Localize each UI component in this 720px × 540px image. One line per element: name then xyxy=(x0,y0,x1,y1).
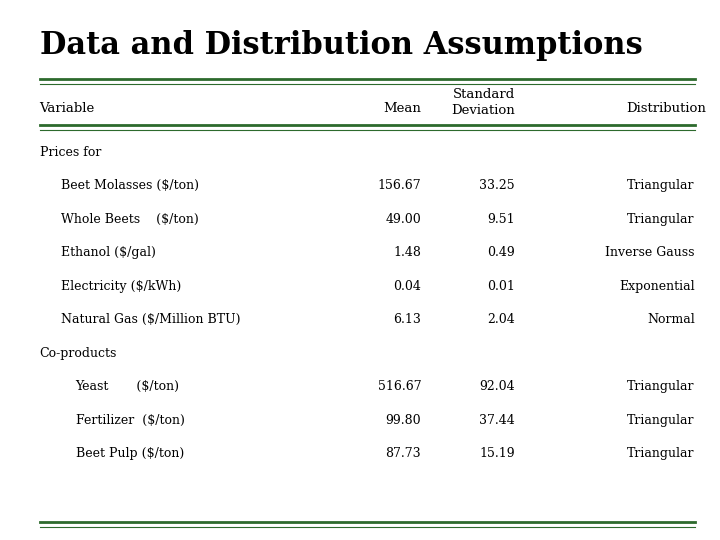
Text: 0.01: 0.01 xyxy=(487,280,515,293)
Text: Beet Pulp ($/ton): Beet Pulp ($/ton) xyxy=(76,447,184,460)
Text: 9.51: 9.51 xyxy=(487,213,515,226)
Text: 99.80: 99.80 xyxy=(386,414,421,427)
Text: Standard
Deviation: Standard Deviation xyxy=(451,88,515,117)
Text: Triangular: Triangular xyxy=(627,380,695,393)
Text: Triangular: Triangular xyxy=(627,447,695,460)
Text: 15.19: 15.19 xyxy=(480,447,515,460)
Text: Triangular: Triangular xyxy=(627,414,695,427)
Text: 6.13: 6.13 xyxy=(393,313,421,326)
Text: Normal: Normal xyxy=(647,313,695,326)
Text: 49.00: 49.00 xyxy=(385,213,421,226)
Text: 33.25: 33.25 xyxy=(480,179,515,192)
Text: Distribution: Distribution xyxy=(626,102,706,114)
Text: 87.73: 87.73 xyxy=(386,447,421,460)
Text: Fertilizer  ($/ton): Fertilizer ($/ton) xyxy=(76,414,184,427)
Text: Triangular: Triangular xyxy=(627,179,695,192)
Text: Variable: Variable xyxy=(40,102,95,114)
Text: Exponential: Exponential xyxy=(619,280,695,293)
Text: 37.44: 37.44 xyxy=(479,414,515,427)
Text: 0.49: 0.49 xyxy=(487,246,515,259)
Text: 156.67: 156.67 xyxy=(377,179,421,192)
Text: 516.67: 516.67 xyxy=(377,380,421,393)
Text: Yeast       ($/ton): Yeast ($/ton) xyxy=(76,380,179,393)
Text: Natural Gas ($/Million BTU): Natural Gas ($/Million BTU) xyxy=(61,313,240,326)
Text: 2.04: 2.04 xyxy=(487,313,515,326)
Text: Co-products: Co-products xyxy=(40,347,117,360)
Text: Ethanol ($/gal): Ethanol ($/gal) xyxy=(61,246,156,259)
Text: Prices for: Prices for xyxy=(40,146,101,159)
Text: Inverse Gauss: Inverse Gauss xyxy=(606,246,695,259)
Text: Data and Distribution Assumptions: Data and Distribution Assumptions xyxy=(40,30,642,60)
Text: 0.04: 0.04 xyxy=(393,280,421,293)
Text: Beet Molasses ($/ton): Beet Molasses ($/ton) xyxy=(61,179,199,192)
Text: Electricity ($/kWh): Electricity ($/kWh) xyxy=(61,280,181,293)
Text: Triangular: Triangular xyxy=(627,213,695,226)
Text: Mean: Mean xyxy=(383,102,421,114)
Text: 1.48: 1.48 xyxy=(393,246,421,259)
Text: 92.04: 92.04 xyxy=(480,380,515,393)
Text: Whole Beets    ($/ton): Whole Beets ($/ton) xyxy=(61,213,199,226)
